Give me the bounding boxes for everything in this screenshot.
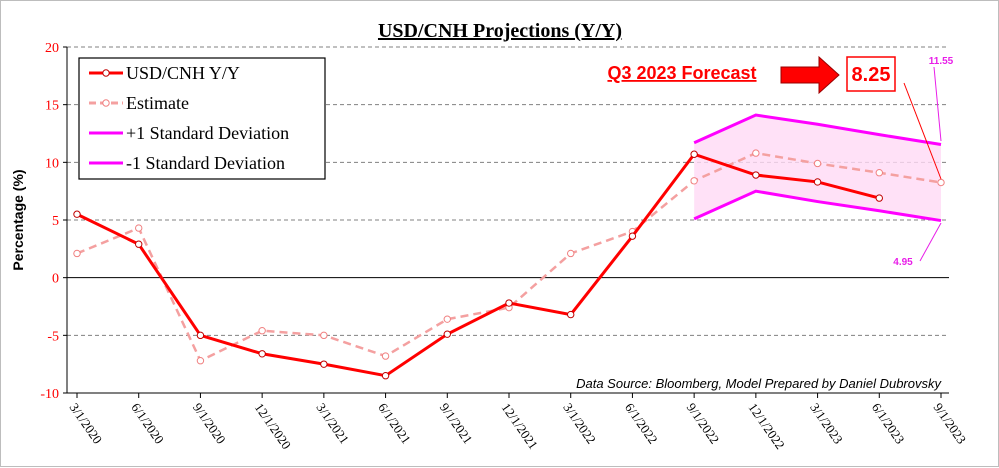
x-tick-labels: 3/1/2020 6/1/2020 9/1/2020 12/1/2020 3/1/202… bbox=[67, 400, 970, 452]
data-point bbox=[875, 169, 883, 177]
data-point bbox=[690, 150, 698, 158]
x-tick-label: 3/1/2023 bbox=[807, 400, 846, 446]
forecast-value: 8.25 bbox=[852, 64, 891, 86]
data-point bbox=[752, 149, 760, 157]
y-tick-label: 5 bbox=[52, 214, 59, 229]
data-point bbox=[135, 240, 143, 248]
data-point bbox=[258, 350, 266, 358]
data-point bbox=[196, 357, 205, 365]
series-2 bbox=[693, 113, 942, 146]
chart-title: USD/CNH Projections (Y/Y) bbox=[378, 20, 622, 42]
lower-band-label: 4.95 bbox=[893, 257, 913, 268]
forecast-arrow bbox=[780, 55, 840, 95]
data-point bbox=[443, 315, 451, 323]
legend-marker bbox=[102, 69, 110, 77]
legend-marker bbox=[102, 99, 110, 107]
lower-leader bbox=[919, 222, 942, 262]
x-tick-label: 9/1/2020 bbox=[190, 400, 229, 446]
legend-label: Estimate bbox=[126, 93, 189, 113]
y-tick-label: -5 bbox=[47, 329, 59, 344]
series-1 bbox=[73, 149, 945, 365]
forecast-value-box bbox=[846, 56, 896, 92]
legend-label: +1 Standard Deviation bbox=[126, 123, 289, 143]
data-point bbox=[258, 327, 266, 335]
data-point bbox=[73, 210, 81, 218]
series-0 bbox=[73, 150, 883, 380]
axes bbox=[63, 46, 949, 398]
legend: USD/CNH Y/Y Estimate +1 Standard Deviation… bbox=[78, 57, 326, 180]
y-tick-labels: -10 -5 0 5 10 15 20 bbox=[40, 41, 59, 402]
data-point bbox=[73, 249, 81, 258]
std-band bbox=[694, 115, 941, 221]
forecast-callout: Q3 2023 Forecast 8.25 11.55 4.95 bbox=[607, 55, 954, 268]
legend-label: -1 Standard Deviation bbox=[126, 153, 285, 173]
x-tick-label: 3/1/2020 bbox=[67, 400, 106, 446]
data-point bbox=[320, 331, 328, 340]
data-point bbox=[135, 224, 143, 232]
data-point bbox=[937, 178, 945, 187]
data-point bbox=[813, 159, 822, 168]
x-tick-label: 6/1/2022 bbox=[622, 400, 661, 446]
x-tick-label: 9/1/2023 bbox=[931, 400, 970, 446]
data-point bbox=[628, 232, 637, 240]
data-point bbox=[690, 177, 698, 185]
upper-band-label: 11.55 bbox=[929, 56, 954, 67]
legend-box bbox=[78, 57, 326, 180]
x-tick-label: 6/1/2020 bbox=[128, 400, 167, 446]
data-point bbox=[443, 330, 451, 338]
series-line bbox=[76, 151, 942, 363]
x-tick-label: 12/1/2020 bbox=[252, 400, 295, 452]
series-line bbox=[693, 113, 942, 146]
y-tick-label: -10 bbox=[40, 387, 59, 402]
x-tick-label: 12/1/2022 bbox=[745, 400, 788, 452]
y-axis-label: Percentage (%) bbox=[10, 169, 26, 270]
x-tick-label: 9/1/2021 bbox=[437, 400, 476, 446]
data-point bbox=[875, 194, 883, 202]
x-tick-label: 6/1/2023 bbox=[869, 400, 908, 446]
data-point bbox=[567, 249, 575, 258]
data-point bbox=[813, 178, 822, 186]
x-tick-label: 6/1/2021 bbox=[375, 400, 414, 446]
data-point bbox=[381, 372, 390, 380]
data-point bbox=[381, 352, 390, 360]
data-point bbox=[196, 331, 205, 340]
forecast-label: Q3 2023 Forecast bbox=[607, 63, 756, 83]
data-point bbox=[567, 310, 575, 319]
series-group bbox=[73, 113, 945, 380]
y-tick-label: 10 bbox=[45, 156, 59, 171]
series-line bbox=[693, 189, 942, 223]
x-tick-label: 3/1/2021 bbox=[313, 400, 352, 446]
series-line bbox=[76, 152, 880, 378]
data-point bbox=[505, 299, 513, 307]
x-tick-label: 12/1/2021 bbox=[499, 400, 542, 452]
y-tick-label: 20 bbox=[45, 41, 59, 56]
forecast-leader bbox=[903, 82, 942, 180]
legend-label: USD/CNH Y/Y bbox=[126, 63, 240, 83]
y-tick-label: 15 bbox=[45, 99, 59, 114]
data-point bbox=[752, 171, 760, 179]
x-tick-label: 3/1/2022 bbox=[560, 400, 599, 446]
y-tick-label: 0 bbox=[52, 272, 59, 287]
data-point bbox=[320, 360, 328, 368]
source-note: Data Source: Bloomberg, Model Prepared b… bbox=[576, 376, 942, 391]
upper-leader bbox=[933, 66, 942, 142]
std-band-fill bbox=[694, 115, 941, 221]
x-tick-label: 9/1/2022 bbox=[684, 400, 723, 446]
series-3 bbox=[693, 189, 942, 223]
